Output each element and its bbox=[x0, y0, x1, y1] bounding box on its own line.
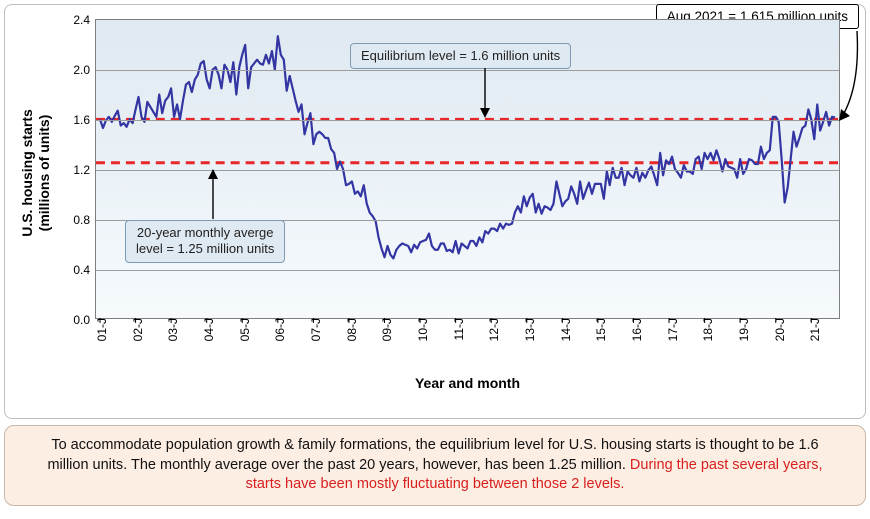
gridline bbox=[96, 120, 839, 121]
average-callout-line1: 20-year monthly averge bbox=[137, 225, 274, 240]
x-tick-label: 16-J bbox=[626, 318, 644, 341]
x-tick-label: 11-J bbox=[448, 318, 466, 340]
x-tick-label: 18-J bbox=[697, 318, 715, 341]
y-axis-title-line1: U.S. housing starts bbox=[19, 109, 35, 237]
y-tick-label: 1.6 bbox=[58, 113, 96, 127]
x-tick-label: 15-J bbox=[590, 318, 608, 341]
x-tick-label: 08-J bbox=[341, 318, 359, 341]
x-tick-label: 21-J bbox=[804, 318, 822, 341]
x-tick-label: 03-J bbox=[162, 318, 180, 341]
x-axis-title: Year and month bbox=[95, 375, 840, 391]
equilibrium-arrow bbox=[475, 68, 495, 123]
average-callout: 20-year monthly averge level = 1.25 mill… bbox=[125, 220, 285, 263]
x-tick-label: 09-J bbox=[376, 318, 394, 341]
y-tick-label: 1.2 bbox=[58, 163, 96, 177]
y-tick-label: 2.0 bbox=[58, 63, 96, 77]
y-axis-title: U.S. housing starts (millions of units) bbox=[19, 63, 53, 283]
x-tick-label: 01-J bbox=[91, 318, 109, 341]
x-tick-label: 13-J bbox=[519, 318, 537, 341]
x-tick-label: 14-J bbox=[555, 318, 573, 341]
chart-container: U.S. housing starts (millions of units) … bbox=[4, 4, 866, 419]
equilibrium-callout: Equilibrium level = 1.6 million units bbox=[350, 43, 571, 69]
x-tick-label: 20-J bbox=[769, 318, 787, 341]
x-tick-label: 07-J bbox=[305, 318, 323, 341]
x-tick-label: 19-J bbox=[733, 318, 751, 341]
y-tick-label: 0.4 bbox=[58, 263, 96, 277]
x-tick-label: 12-J bbox=[483, 318, 501, 341]
equilibrium-callout-text: Equilibrium level = 1.6 million units bbox=[361, 48, 560, 63]
y-tick-label: 2.4 bbox=[58, 13, 96, 27]
average-callout-line2: level = 1.25 million units bbox=[136, 241, 274, 256]
x-tick-label: 04-J bbox=[198, 318, 216, 341]
x-tick-label: 17-J bbox=[662, 318, 680, 341]
gridline bbox=[96, 70, 839, 71]
y-tick-label: 0.8 bbox=[58, 213, 96, 227]
y-axis-title-line2: (millions of units) bbox=[36, 115, 52, 232]
x-tick-label: 10-J bbox=[412, 318, 430, 341]
caption-box: To accommodate population growth & famil… bbox=[4, 425, 866, 506]
average-arrow bbox=[203, 167, 223, 222]
gridline bbox=[96, 270, 839, 271]
x-tick-label: 06-J bbox=[269, 318, 287, 341]
x-tick-label: 02-J bbox=[127, 318, 145, 341]
latest-arrow bbox=[765, 25, 865, 125]
x-tick-label: 05-J bbox=[234, 318, 252, 341]
